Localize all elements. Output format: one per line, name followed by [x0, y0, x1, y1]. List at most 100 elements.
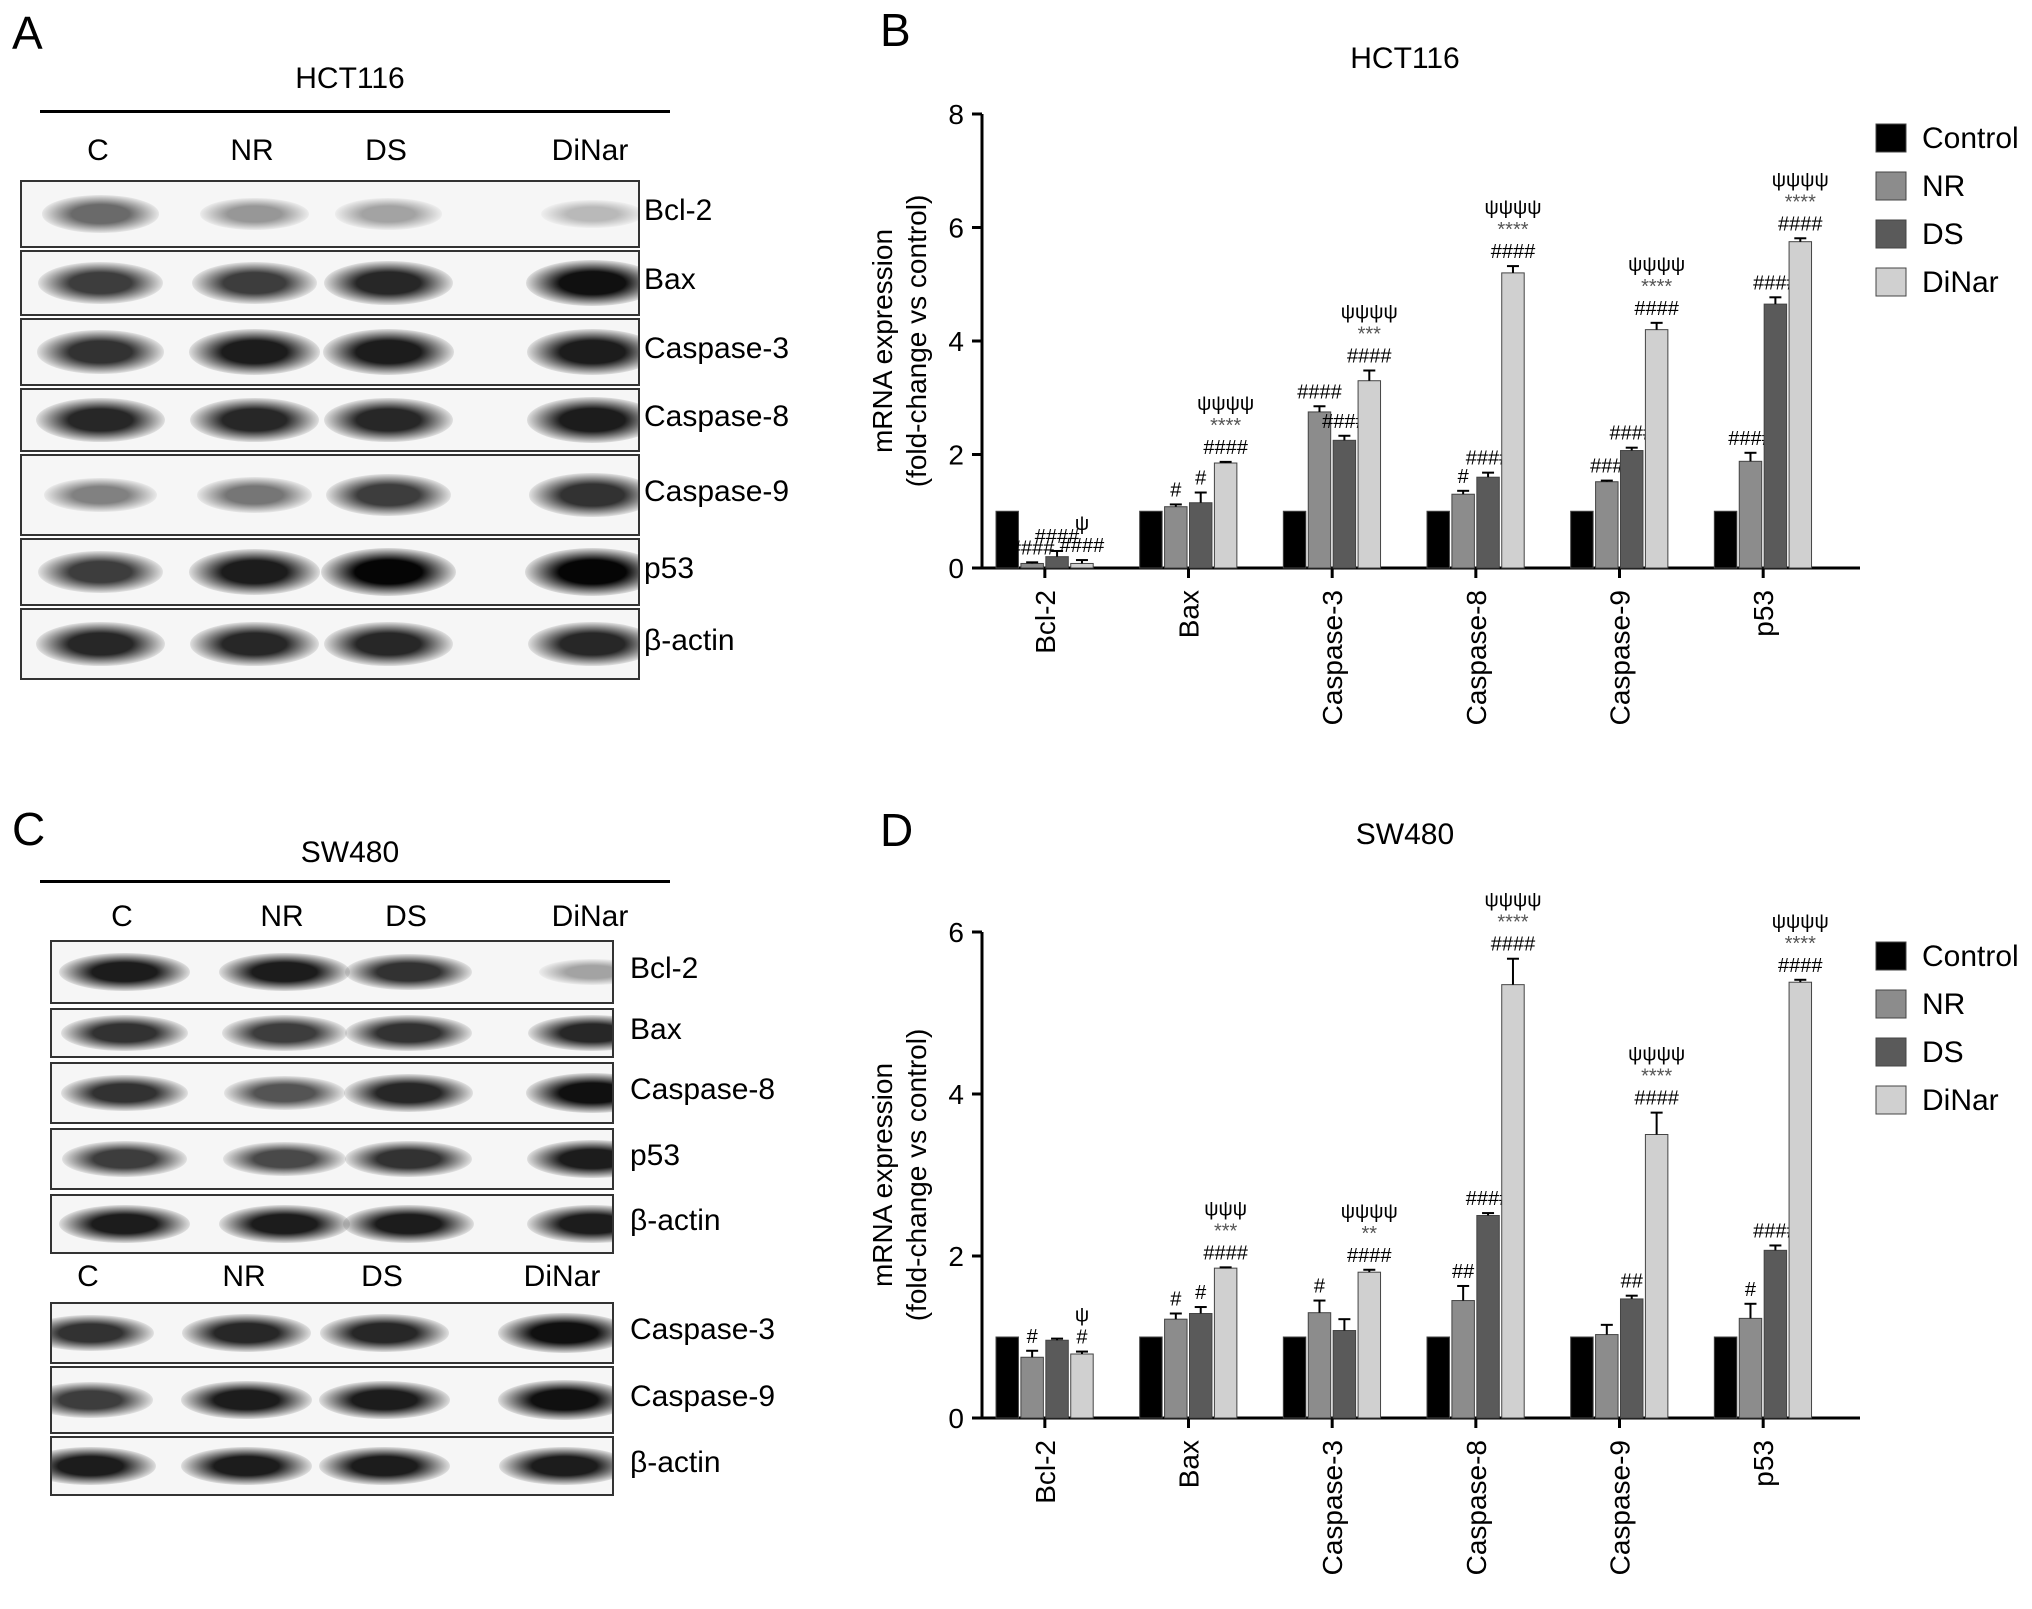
protein-band — [342, 1204, 474, 1244]
significance-mark: ψψψψ — [1772, 169, 1829, 191]
significance-mark: ψ — [1075, 1305, 1089, 1327]
significance-mark: #### — [1728, 428, 1773, 450]
protein-band — [199, 197, 309, 231]
blot-label: p53 — [630, 1139, 681, 1172]
blot-label: β-actin — [644, 624, 735, 657]
blot-label: β-actin — [630, 1446, 721, 1479]
blot-label: Bax — [644, 263, 696, 296]
legend-entry: DS — [1922, 218, 1964, 251]
significance-mark: #### — [1010, 537, 1055, 559]
significance-mark: ## — [1452, 1261, 1475, 1283]
blot-label: Bcl-2 — [644, 194, 713, 227]
significance-mark: #### — [1634, 298, 1679, 320]
bar-control — [1426, 510, 1450, 569]
protein-band — [35, 397, 165, 443]
bar-control — [995, 510, 1019, 569]
bar-dinar — [1644, 1134, 1669, 1419]
bar-control — [995, 1336, 1019, 1419]
bar-ds — [1045, 1339, 1069, 1419]
significance-mark: ψψψψ — [1341, 1201, 1398, 1223]
x-tick-label: Caspase-8 — [1461, 1440, 1492, 1575]
x-tick-label: Caspase-9 — [1605, 590, 1636, 725]
lane-label-c: C — [87, 134, 109, 167]
bar-dinar — [1788, 241, 1813, 569]
legend-entry: NR — [1922, 170, 1965, 203]
protein-band — [325, 474, 451, 516]
x-tick-label: Bax — [1174, 1440, 1205, 1488]
bar-ds — [1045, 556, 1069, 569]
bar-dinar — [1070, 562, 1094, 569]
protein-band — [191, 262, 317, 304]
protein-band — [189, 397, 319, 443]
bar-dinar — [1213, 1267, 1238, 1419]
blot-label: β-actin — [630, 1204, 721, 1237]
significance-mark: ## — [1621, 1271, 1644, 1293]
bar-control — [1570, 1336, 1594, 1419]
y-tick-label: 8 — [948, 99, 964, 130]
blot-label: Bax — [630, 1013, 682, 1046]
significance-mark: **** — [1497, 912, 1528, 934]
panel-d-letter: D — [880, 804, 913, 856]
x-tick-label: Caspase-3 — [1317, 1440, 1348, 1575]
bar-ds — [1619, 450, 1644, 569]
blot-strip — [20, 454, 640, 536]
blot-strip — [50, 1128, 614, 1190]
significance-mark: # — [1745, 1279, 1757, 1301]
protein-band — [526, 329, 638, 375]
significance-mark: #### — [1609, 423, 1654, 445]
significance-mark: **** — [1210, 415, 1241, 437]
y-tick-label: 4 — [948, 1079, 964, 1110]
significance-mark: # — [1195, 468, 1207, 490]
bar-control — [1139, 1336, 1163, 1419]
significance-mark: **** — [1785, 933, 1816, 955]
protein-band — [538, 958, 612, 986]
bar-nr — [1738, 1317, 1763, 1419]
panel-a-title: HCT116 — [295, 62, 405, 95]
protein-band — [540, 199, 638, 229]
bar-nr — [1595, 481, 1619, 569]
bar-ds — [1476, 1215, 1500, 1419]
protein-band — [36, 330, 164, 374]
blot-strip — [50, 1194, 614, 1254]
blot-strip — [50, 940, 614, 1004]
blot-label: Caspase-8 — [630, 1073, 776, 1106]
y-tick-label: 4 — [948, 326, 964, 357]
protein-band — [526, 1139, 612, 1179]
significance-mark: #### — [1466, 1188, 1511, 1210]
significance-mark: **** — [1641, 276, 1672, 298]
significance-mark: ψψψψ — [1484, 197, 1541, 219]
significance-mark: ψ — [1075, 513, 1089, 535]
blot-strip — [20, 608, 640, 680]
significance-mark: #### — [1035, 526, 1080, 548]
bar-ds — [1332, 1330, 1357, 1419]
bar-dinar — [1644, 329, 1669, 569]
bar-nr — [1020, 1356, 1044, 1419]
bar-dinar — [1070, 1353, 1094, 1419]
chart-title: SW480 — [1356, 818, 1454, 851]
bar-ds — [1476, 476, 1500, 569]
protein-band — [60, 1074, 188, 1112]
bar-dinar — [1501, 984, 1525, 1419]
bar-dinar — [1788, 981, 1813, 1419]
blot-label: Caspase-9 — [644, 475, 790, 508]
protein-band — [528, 473, 638, 517]
protein-band — [344, 953, 472, 991]
bar-nr — [1595, 1334, 1619, 1419]
panel-d-bar-chart: D SW480 mRNA expression (fold-change vs co… — [867, 804, 2019, 1575]
bar-dinar — [1357, 1271, 1382, 1419]
protein-band — [58, 952, 190, 992]
y-axis-label: (fold-change vs control) — [901, 1029, 932, 1322]
bar-nr — [1451, 1300, 1475, 1419]
significance-mark: ψψψψ — [1628, 254, 1685, 276]
significance-mark: #### — [1753, 272, 1798, 294]
protein-band — [323, 260, 453, 306]
bar-ds — [1332, 439, 1357, 569]
legend-entry: Control — [1922, 122, 2019, 155]
protein-band — [497, 1380, 612, 1420]
protein-band — [52, 1382, 153, 1418]
y-axis-label: mRNA expression — [867, 229, 898, 453]
significance-mark: #### — [1778, 213, 1823, 235]
protein-band — [343, 1074, 473, 1112]
blot-strip — [50, 1436, 614, 1496]
bar-nr — [1307, 411, 1332, 569]
